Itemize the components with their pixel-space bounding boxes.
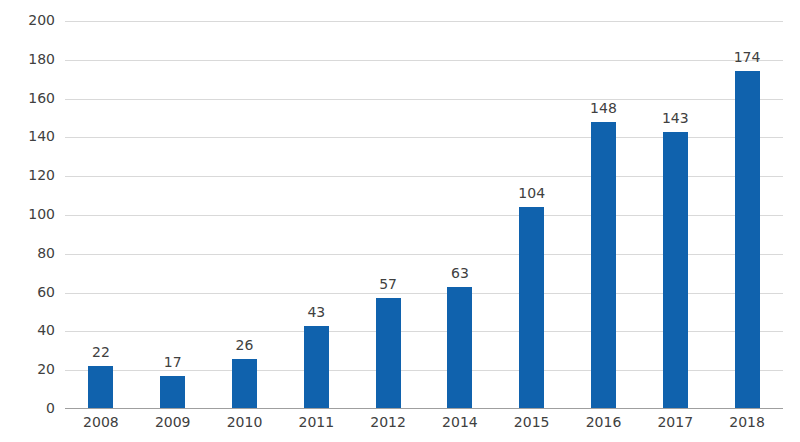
x-axis-label-2011: 2011 [280, 414, 352, 431]
bars-row: 22 17 26 43 57 63 104 148 143 174 [65, 21, 783, 409]
bar-value-label-2014: 63 [451, 265, 469, 281]
x-axis-label-2018: 2018 [711, 414, 783, 431]
bar-column-2008: 22 [65, 21, 137, 409]
bar-column-2009: 17 [137, 21, 209, 409]
bar-value-label-2012: 57 [379, 276, 397, 292]
x-axis: 2008200920102011201220142015201620172018 [65, 414, 783, 431]
y-axis-label-200: 200 [0, 12, 55, 29]
x-axis-label-2012: 2012 [352, 414, 424, 431]
bar-value-label-2010: 26 [236, 337, 254, 353]
y-axis-label-140: 140 [0, 128, 55, 145]
y-axis-label-120: 120 [0, 167, 55, 184]
y-axis-label-0: 0 [0, 400, 55, 417]
bar-column-2014: 63 [424, 21, 496, 409]
bar-column-2016: 148 [568, 21, 640, 409]
x-axis-label-2017: 2017 [639, 414, 711, 431]
bar-column-2012: 57 [352, 21, 424, 409]
plot-area: 22 17 26 43 57 63 104 148 143 174 [65, 21, 783, 409]
x-axis-label-2014: 2014 [424, 414, 496, 431]
bar-2009 [160, 376, 185, 409]
bar-2014 [447, 287, 472, 409]
y-axis: 0 20 40 60 80 100 120 140 160 180 200 [0, 0, 55, 442]
y-axis-label-60: 60 [0, 284, 55, 301]
x-axis-label-2010: 2010 [209, 414, 281, 431]
bar-column-2017: 143 [639, 21, 711, 409]
bar-column-2015: 104 [496, 21, 568, 409]
bar-2012 [376, 298, 401, 409]
bar-value-label-2018: 174 [734, 49, 761, 65]
bar-2008 [88, 366, 113, 409]
bar-column-2018: 174 [711, 21, 783, 409]
bar-2015 [519, 207, 544, 409]
y-axis-label-180: 180 [0, 51, 55, 68]
x-axis-label-2016: 2016 [568, 414, 640, 431]
y-axis-label-100: 100 [0, 206, 55, 223]
x-axis-line [65, 408, 783, 409]
y-axis-label-20: 20 [0, 361, 55, 378]
bar-column-2011: 43 [280, 21, 352, 409]
bar-value-label-2011: 43 [307, 304, 325, 320]
bar-value-label-2015: 104 [518, 185, 545, 201]
bar-value-label-2008: 22 [92, 344, 110, 360]
x-axis-label-2015: 2015 [496, 414, 568, 431]
x-axis-label-2008: 2008 [65, 414, 137, 431]
bar-value-label-2016: 148 [590, 100, 617, 116]
bar-2010 [232, 359, 257, 409]
bar-value-label-2009: 17 [164, 354, 182, 370]
bar-2018 [735, 71, 760, 409]
bar-value-label-2017: 143 [662, 110, 689, 126]
bar-chart: 0 20 40 60 80 100 120 140 160 180 200 22 17 26 43 57 63… [0, 0, 800, 442]
y-axis-label-40: 40 [0, 322, 55, 339]
bar-2017 [663, 132, 688, 409]
bar-2016 [591, 122, 616, 409]
bar-column-2010: 26 [209, 21, 281, 409]
x-axis-label-2009: 2009 [137, 414, 209, 431]
y-axis-label-160: 160 [0, 90, 55, 107]
bar-2011 [304, 326, 329, 409]
y-axis-label-80: 80 [0, 245, 55, 262]
